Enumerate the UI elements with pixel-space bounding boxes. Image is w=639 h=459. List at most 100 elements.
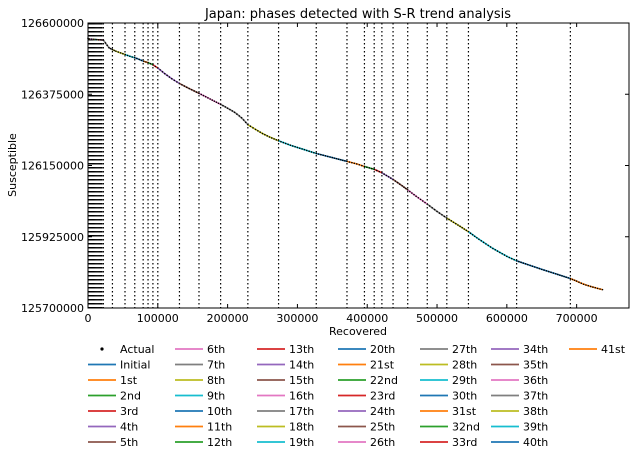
- x-axis-label: Recovered: [329, 325, 387, 338]
- actual-point: [324, 155, 327, 157]
- y-tick-label: 126150000: [21, 160, 84, 173]
- actual-point: [104, 42, 107, 44]
- x-tick-label: 500000: [416, 312, 458, 325]
- actual-point: [554, 273, 557, 275]
- x-tick-label: 0: [85, 312, 92, 325]
- actual-point: [348, 161, 351, 163]
- actual-point: [457, 224, 459, 226]
- actual-point: [413, 193, 415, 196]
- legend-label: 26th: [370, 436, 395, 449]
- actual-point: [482, 241, 485, 244]
- actual-point: [102, 39, 105, 41]
- actual-point: [368, 167, 371, 169]
- actual-point: [193, 90, 195, 92]
- actual-point: [394, 180, 397, 182]
- actual-point: [419, 198, 422, 201]
- actual-point: [443, 215, 446, 218]
- actual-point: [124, 53, 127, 56]
- plot-frame: [87, 22, 630, 309]
- actual-point: [238, 115, 241, 117]
- actual-point: [301, 148, 303, 150]
- actual-point: [259, 131, 261, 133]
- y-axis: 125700000 125925000 126150000 126375000 1266…: [21, 17, 629, 315]
- actual-point: [375, 169, 378, 172]
- actual-point: [289, 144, 292, 147]
- actual-point: [176, 81, 178, 83]
- actual-point: [147, 61, 149, 64]
- actual-point: [280, 140, 282, 143]
- actual-point: [219, 103, 222, 106]
- actual-point: [358, 163, 361, 166]
- legend-label: 27th: [452, 343, 477, 356]
- actual-point: [185, 86, 188, 89]
- legend-label: 32nd: [452, 421, 480, 434]
- actual-point: [183, 85, 186, 87]
- actual-point: [392, 178, 394, 181]
- actual-point: [433, 208, 436, 211]
- legend-label: 34th: [523, 343, 548, 356]
- actual-point: [335, 157, 338, 160]
- actual-point: [333, 157, 336, 159]
- actual-point: [431, 206, 433, 209]
- actual-point: [129, 55, 131, 58]
- actual-point: [136, 57, 138, 60]
- legend-label: 40th: [523, 436, 548, 449]
- actual-point: [211, 99, 214, 101]
- actual-point: [461, 226, 463, 229]
- actual-point: [465, 229, 468, 232]
- actual-point: [341, 159, 344, 162]
- actual-point: [450, 220, 453, 222]
- legend-label: 16th: [289, 390, 314, 403]
- actual-point: [240, 116, 243, 119]
- actual-point: [446, 217, 448, 219]
- actual-point: [573, 279, 576, 282]
- actual-point: [291, 145, 294, 147]
- actual-point: [510, 257, 513, 260]
- actual-point: [145, 61, 147, 63]
- x-tick-label: 100000: [137, 312, 179, 325]
- actual-point: [92, 38, 95, 41]
- actual-point: [390, 177, 392, 179]
- legend-label: 36th: [523, 374, 548, 387]
- actual-point: [111, 48, 114, 51]
- legend-label: 17th: [289, 405, 314, 418]
- actual-point: [204, 95, 207, 98]
- actual-point: [601, 288, 604, 291]
- x-tick-label: 200000: [207, 312, 249, 325]
- actual-point: [494, 248, 497, 251]
- actual-point: [233, 111, 236, 114]
- actual-point: [529, 264, 531, 267]
- actual-point: [209, 98, 211, 100]
- actual-point: [520, 261, 522, 264]
- actual-point: [261, 132, 264, 135]
- actual-point: [217, 102, 220, 105]
- actual-point: [585, 284, 587, 286]
- actual-point: [518, 260, 520, 263]
- actual-point: [373, 168, 376, 171]
- actual-point: [131, 56, 134, 58]
- actual-point: [473, 235, 476, 238]
- chart-title: Japan: phases detected with S-R trend an…: [204, 7, 511, 22]
- actual-point: [108, 46, 110, 49]
- legend-label: 19th: [289, 436, 314, 449]
- actual-point: [476, 236, 478, 239]
- actual-point: [441, 213, 443, 216]
- actual-point: [565, 276, 567, 278]
- actual-point: [426, 203, 429, 205]
- actual-point: [231, 110, 234, 112]
- actual-point: [344, 160, 346, 162]
- actual-point: [138, 58, 140, 61]
- legend-label: 2nd: [120, 390, 141, 403]
- actual-point: [538, 267, 541, 270]
- legend-label: 11th: [207, 421, 232, 434]
- actual-point: [587, 284, 590, 287]
- legend-label: 12th: [207, 436, 232, 449]
- actual-point: [320, 153, 322, 156]
- actual-point: [122, 52, 124, 55]
- actual-point: [547, 270, 550, 273]
- legend-label: 20th: [370, 343, 395, 356]
- actual-point: [140, 59, 143, 62]
- actual-point: [188, 87, 191, 90]
- actual-point: [270, 137, 273, 139]
- actual-point: [143, 60, 145, 63]
